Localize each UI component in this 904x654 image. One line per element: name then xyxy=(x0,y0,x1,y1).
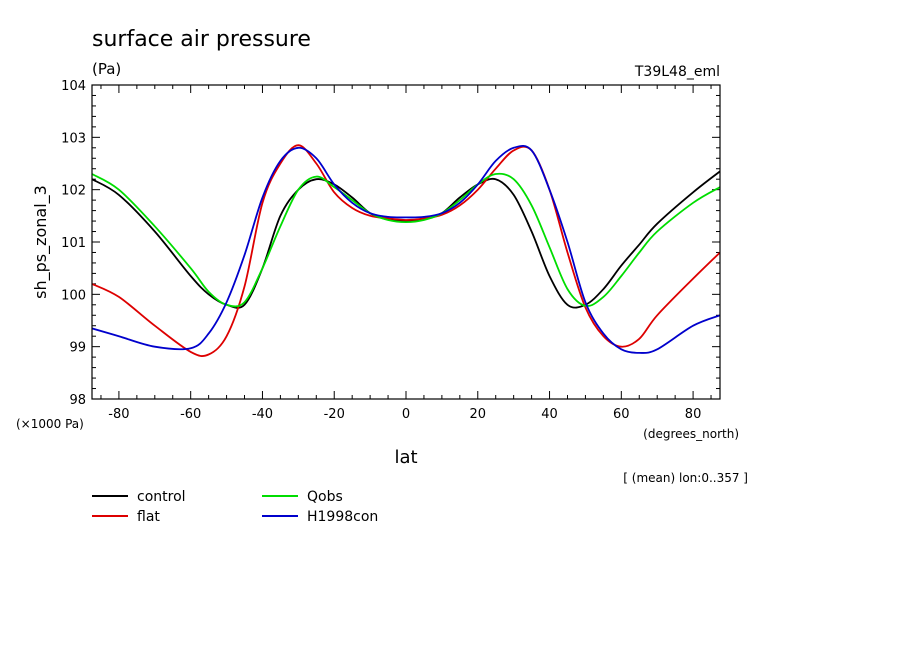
series-lines xyxy=(92,144,720,357)
x-tick-label: -60 xyxy=(180,407,201,422)
x-tick-label: -80 xyxy=(108,407,129,422)
series-line-control xyxy=(92,170,720,309)
x-tick-label: -40 xyxy=(252,407,273,422)
y-scale-label: (×1000 Pa) xyxy=(16,417,84,431)
axis-ticks xyxy=(92,84,720,400)
legend: control flat Qobs H1998con xyxy=(92,489,378,525)
x-tick-label: 20 xyxy=(469,407,486,422)
x-tick-label: 0 xyxy=(402,407,410,422)
series-line-flat xyxy=(92,144,720,357)
x-tick-label: 40 xyxy=(541,407,558,422)
legend-label-qobs: Qobs xyxy=(307,489,343,505)
y-tick-label: 103 xyxy=(61,131,86,146)
legend-label-h1998con: H1998con xyxy=(307,509,378,525)
legend-label-control: control xyxy=(137,489,186,505)
y-tick-label: 104 xyxy=(61,79,86,94)
y-axis-label: sh_ps_zonal_3 xyxy=(31,185,51,299)
x-tick-label: 60 xyxy=(613,407,630,422)
y-tick-label: 98 xyxy=(69,393,86,408)
x-tick-label: -20 xyxy=(324,407,345,422)
tick-labels: -80 -60 -40 -20 0 20 40 60 80 98 99 100 101 102 103 104 xyxy=(61,79,701,422)
x-axis-label: lat xyxy=(394,447,417,468)
y-tick-label: 101 xyxy=(61,236,86,251)
series-line-h1998con xyxy=(92,144,720,354)
chart-units: (Pa) xyxy=(92,60,121,78)
run-label: T39L48_eml xyxy=(634,64,720,80)
y-tick-label: 99 xyxy=(69,341,86,356)
chart-title: surface air pressure xyxy=(92,27,311,52)
series-line-qobs xyxy=(92,172,720,308)
y-tick-label: 102 xyxy=(61,184,86,199)
x-tick-label: 80 xyxy=(685,407,702,422)
x-units-label: (degrees_north) xyxy=(643,427,739,441)
y-tick-label: 100 xyxy=(61,288,86,303)
legend-label-flat: flat xyxy=(137,509,160,525)
plot-frame xyxy=(91,84,721,400)
averaging-note: [ (mean) lon:0..357 ] xyxy=(623,471,748,485)
